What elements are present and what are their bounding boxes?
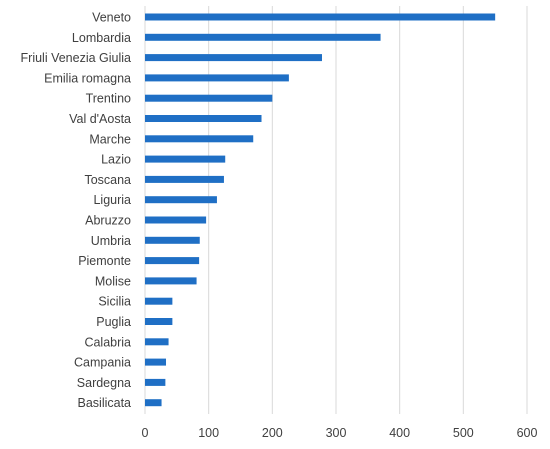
x-tick-label: 200 (262, 426, 283, 440)
category-label: Sicilia (98, 295, 131, 309)
bar (145, 297, 173, 305)
category-label: Lombardia (72, 31, 131, 45)
bar (145, 216, 207, 224)
bar (145, 236, 200, 244)
category-label: Lazio (101, 153, 131, 167)
bar (145, 358, 167, 366)
x-tick-labels: 0 100 200 300 400 500 600 (142, 426, 538, 440)
category-label: Calabria (84, 335, 131, 349)
bar (145, 13, 496, 21)
category-label: Emilia romagna (44, 71, 131, 85)
x-tick-label: 500 (453, 426, 474, 440)
bar (145, 155, 226, 163)
category-label: Liguria (93, 193, 131, 207)
gridlines (144, 6, 528, 414)
category-label: Campania (74, 356, 131, 370)
bar (145, 135, 254, 143)
category-label: Toscana (84, 173, 131, 187)
bar (145, 378, 166, 386)
x-tick-label: 0 (142, 426, 149, 440)
x-tick-label: 300 (326, 426, 347, 440)
bar (145, 257, 200, 265)
x-tick-label: 400 (389, 426, 410, 440)
bar (145, 175, 224, 183)
bar (145, 33, 381, 41)
x-tick-label: 100 (198, 426, 219, 440)
bar (145, 115, 262, 122)
bar (145, 54, 322, 62)
category-label: Friuli Venezia Giulia (21, 51, 132, 65)
bar (145, 399, 162, 407)
bars (145, 13, 496, 407)
category-label: Veneto (92, 11, 131, 25)
category-label: Basilicata (78, 396, 132, 410)
category-label: Sardegna (77, 376, 131, 390)
bar (145, 94, 273, 102)
category-label: Piemonte (78, 254, 131, 268)
bar (145, 196, 217, 204)
category-label: Marche (89, 132, 131, 146)
category-label: Trentino (86, 92, 131, 106)
bar (145, 277, 197, 285)
category-label: Abruzzo (85, 214, 131, 228)
x-tick-label: 600 (517, 426, 538, 440)
bar (145, 338, 169, 346)
category-label: Puglia (96, 315, 131, 329)
category-label: Molise (95, 274, 131, 288)
category-label: Val d'Aosta (69, 112, 131, 126)
bar (145, 74, 289, 82)
category-label: Umbria (91, 234, 131, 248)
category-labels: Veneto Lombardia Friuli Venezia Giulia Emil… (21, 11, 132, 411)
bar (145, 318, 173, 325)
